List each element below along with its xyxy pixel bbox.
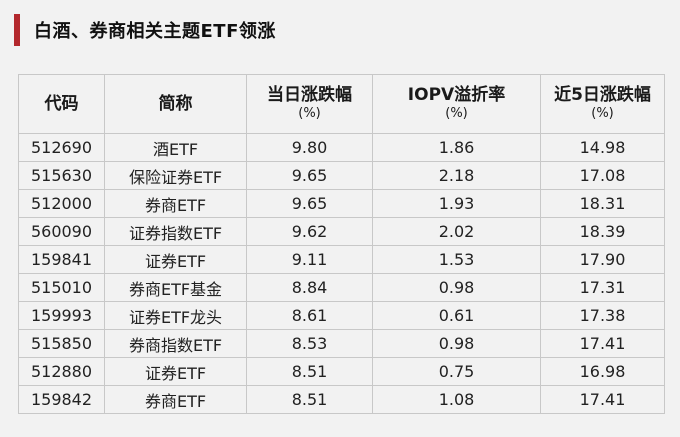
header-unit: (%) <box>445 106 468 121</box>
cell-iopv: 2.02 <box>372 217 541 246</box>
header-label: 简称 <box>158 94 193 114</box>
cell-name: 酒ETF <box>104 133 247 162</box>
cell-5day-change: 17.41 <box>540 385 665 414</box>
cell-name: 保险证券ETF <box>104 161 247 190</box>
cell-iopv: 1.08 <box>372 385 541 414</box>
header-label: 当日涨跌幅 <box>267 85 352 105</box>
cell-5day-change: 17.31 <box>540 273 665 302</box>
header-daily-change: 当日涨跌幅 (%) <box>246 74 373 134</box>
table-row: 515850 券商指数ETF 8.53 0.98 17.41 <box>18 329 665 358</box>
cell-name: 证券ETF <box>104 245 247 274</box>
page-title: 白酒、券商相关主题ETF领涨 <box>34 21 276 42</box>
header-label: 近5日涨跌幅 <box>554 85 651 105</box>
cell-code: 512000 <box>18 189 105 218</box>
cell-daily-change: 8.61 <box>246 301 373 330</box>
cell-daily-change: 9.11 <box>246 245 373 274</box>
table-row: 159993 证券ETF龙头 8.61 0.61 17.38 <box>18 301 665 330</box>
cell-code: 560090 <box>18 217 105 246</box>
cell-iopv: 1.93 <box>372 189 541 218</box>
table-row: 515010 券商ETF基金 8.84 0.98 17.31 <box>18 273 665 302</box>
title-bar: 白酒、券商相关主题ETF领涨 <box>14 14 276 46</box>
cell-5day-change: 16.98 <box>540 357 665 386</box>
table-row: 512880 证券ETF 8.51 0.75 16.98 <box>18 357 665 386</box>
cell-daily-change: 8.53 <box>246 329 373 358</box>
cell-5day-change: 14.98 <box>540 133 665 162</box>
cell-iopv: 2.18 <box>372 161 541 190</box>
cell-name: 券商指数ETF <box>104 329 247 358</box>
cell-name: 券商ETF基金 <box>104 273 247 302</box>
cell-code: 515010 <box>18 273 105 302</box>
header-label: 代码 <box>44 94 79 114</box>
table-header-row: 代码 简称 当日涨跌幅 (%) IOPV溢折率 (%) 近5日涨跌幅 (%) <box>18 74 665 134</box>
header-code: 代码 <box>18 74 105 134</box>
cell-name: 券商ETF <box>104 385 247 414</box>
header-5day-change: 近5日涨跌幅 (%) <box>540 74 665 134</box>
cell-iopv: 0.61 <box>372 301 541 330</box>
cell-5day-change: 18.31 <box>540 189 665 218</box>
etf-table: 代码 简称 当日涨跌幅 (%) IOPV溢折率 (%) 近5日涨跌幅 (%) 5… <box>18 74 665 414</box>
cell-5day-change: 17.38 <box>540 301 665 330</box>
cell-daily-change: 9.62 <box>246 217 373 246</box>
cell-daily-change: 9.65 <box>246 189 373 218</box>
cell-5day-change: 17.08 <box>540 161 665 190</box>
cell-iopv: 1.53 <box>372 245 541 274</box>
cell-daily-change: 9.80 <box>246 133 373 162</box>
cell-name: 证券指数ETF <box>104 217 247 246</box>
table-row: 560090 证券指数ETF 9.62 2.02 18.39 <box>18 217 665 246</box>
cell-code: 512880 <box>18 357 105 386</box>
cell-iopv: 0.98 <box>372 273 541 302</box>
cell-5day-change: 17.90 <box>540 245 665 274</box>
table-row: 512690 酒ETF 9.80 1.86 14.98 <box>18 133 665 162</box>
cell-code: 159993 <box>18 301 105 330</box>
cell-daily-change: 8.84 <box>246 273 373 302</box>
cell-5day-change: 17.41 <box>540 329 665 358</box>
cell-name: 证券ETF <box>104 357 247 386</box>
cell-daily-change: 8.51 <box>246 357 373 386</box>
table-row: 159841 证券ETF 9.11 1.53 17.90 <box>18 245 665 274</box>
cell-5day-change: 18.39 <box>540 217 665 246</box>
header-unit: (%) <box>298 106 321 121</box>
cell-code: 159842 <box>18 385 105 414</box>
title-accent-bar <box>14 14 20 46</box>
cell-iopv: 0.98 <box>372 329 541 358</box>
cell-iopv: 1.86 <box>372 133 541 162</box>
cell-name: 证券ETF龙头 <box>104 301 247 330</box>
header-iopv: IOPV溢折率 (%) <box>372 74 541 134</box>
header-name: 简称 <box>104 74 247 134</box>
header-label: IOPV溢折率 <box>407 85 506 105</box>
cell-code: 515630 <box>18 161 105 190</box>
cell-code: 512690 <box>18 133 105 162</box>
table-row: 159842 券商ETF 8.51 1.08 17.41 <box>18 385 665 414</box>
cell-iopv: 0.75 <box>372 357 541 386</box>
cell-name: 券商ETF <box>104 189 247 218</box>
table-row: 512000 券商ETF 9.65 1.93 18.31 <box>18 189 665 218</box>
cell-code: 159841 <box>18 245 105 274</box>
table-row: 515630 保险证券ETF 9.65 2.18 17.08 <box>18 161 665 190</box>
cell-daily-change: 8.51 <box>246 385 373 414</box>
header-unit: (%) <box>591 106 614 121</box>
cell-code: 515850 <box>18 329 105 358</box>
cell-daily-change: 9.65 <box>246 161 373 190</box>
